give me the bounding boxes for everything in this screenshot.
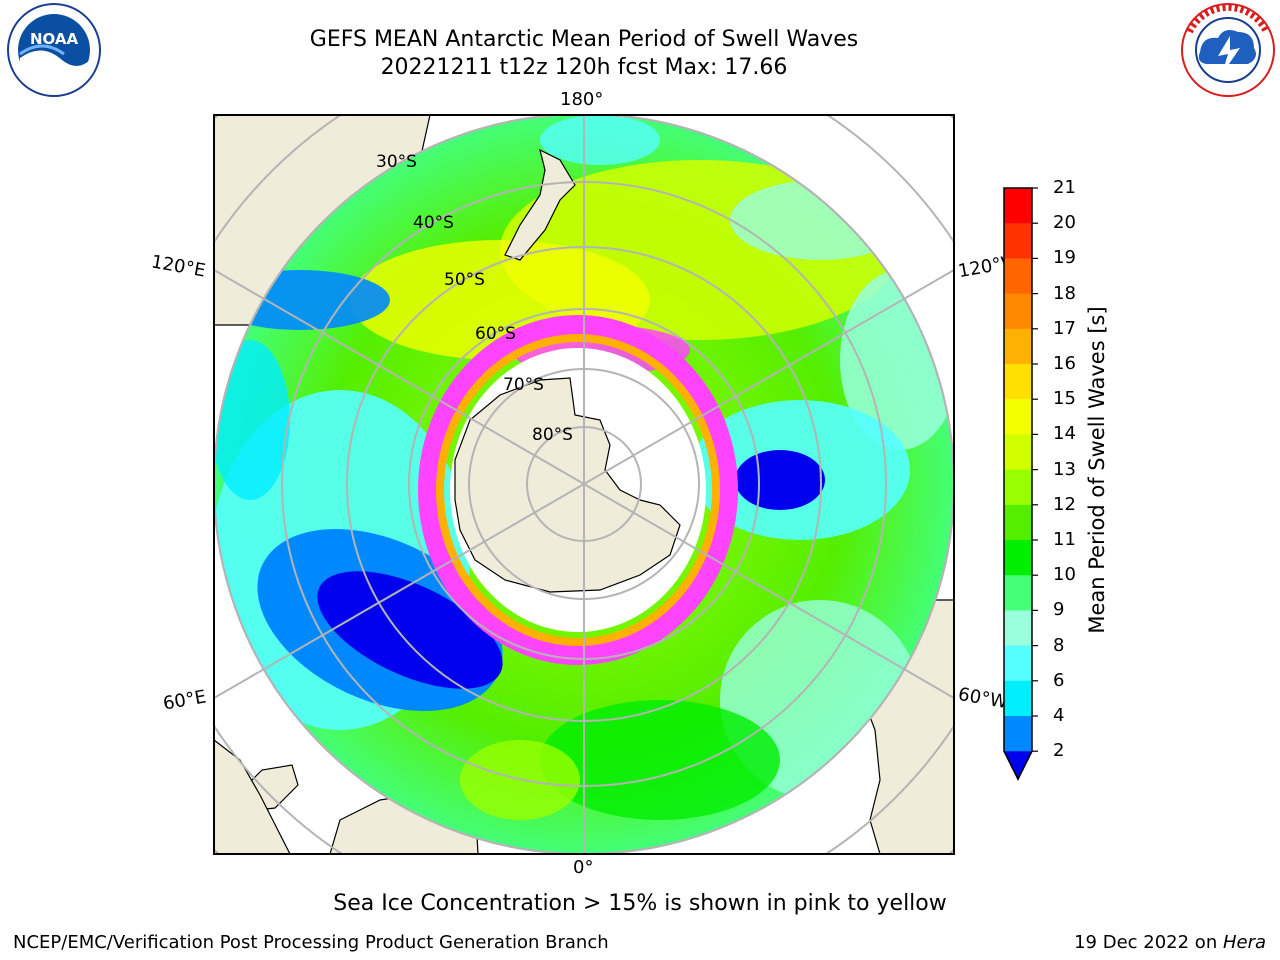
noaa-logo-text: NOAA xyxy=(30,30,79,48)
colorbar-bin xyxy=(1004,434,1032,471)
lat-label-70s: 70°S xyxy=(503,375,544,395)
colorbar-tick-label: 11 xyxy=(1053,529,1076,550)
colorbar-tick-label: 14 xyxy=(1053,423,1076,445)
colorbar-bin xyxy=(1004,575,1032,611)
lon-label-180: 180° xyxy=(560,89,604,110)
colorbar-bin xyxy=(1004,293,1032,330)
date-stamp: 19 Dec 2022 on Hera xyxy=(1074,932,1266,953)
colorbar-tick-label: 16 xyxy=(1053,353,1076,374)
colorbar-bin xyxy=(1004,258,1032,295)
antarctica-land xyxy=(454,377,681,593)
chart-subtitle: 20221211 t12z 120h fcst Max: 17.66 xyxy=(380,55,788,80)
colorbar-tick-label: 12 xyxy=(1053,493,1076,515)
chart-title: GEFS MEAN Antarctic Mean Period of Swell… xyxy=(309,27,859,52)
lat-label-40s: 40°S xyxy=(413,213,454,233)
colorbar-tick-label: 9 xyxy=(1053,599,1065,621)
colorbar xyxy=(1003,187,1038,781)
colorbar-tick-label: 21 xyxy=(1053,177,1076,198)
colorbar-tick-label: 20 xyxy=(1053,212,1076,234)
colorbar-label: Mean Period of Swell Waves [s] xyxy=(1085,306,1109,634)
colorbar-extend-arrow xyxy=(1004,751,1032,780)
colorbar-tick-label: 13 xyxy=(1053,458,1076,480)
lat-label-80s: 80°S xyxy=(532,425,573,445)
machine-name: Hera xyxy=(1222,932,1266,953)
new-zealand-land xyxy=(504,148,576,261)
colorbar-tick-label: 15 xyxy=(1053,388,1076,410)
colorbar-tick-label: 17 xyxy=(1053,317,1076,339)
colorbar-tick-label: 10 xyxy=(1053,564,1076,586)
colorbar-bin xyxy=(1004,716,1032,752)
lat-label-30s: 30°S xyxy=(376,152,417,172)
nws-logo xyxy=(1181,3,1275,97)
date-text: 19 Dec 2022 on xyxy=(1074,932,1223,953)
colorbar-bin xyxy=(1004,188,1032,224)
colorbar-bin xyxy=(1004,540,1032,576)
sea-ice-caption: Sea Ice Concentration > 15% is shown in … xyxy=(333,891,947,916)
noaa-logo: NOAA xyxy=(7,3,101,97)
lat-label-50s: 50°S xyxy=(444,270,485,290)
lat-label-60s: 60°S xyxy=(475,324,516,344)
graticule xyxy=(214,115,954,854)
map-frame xyxy=(213,114,955,855)
colorbar-tick-label: 4 xyxy=(1053,705,1065,726)
colorbar-bin xyxy=(1004,223,1032,259)
colorbar-tick-label: 18 xyxy=(1053,282,1076,304)
colorbar-tick-label: 6 xyxy=(1053,669,1065,691)
colorbar-bin xyxy=(1004,645,1032,682)
colorbar-bin xyxy=(1004,399,1032,435)
colorbar-bin xyxy=(1004,328,1032,365)
colorbar-bin xyxy=(1004,469,1032,506)
colorbar-tick-label: 19 xyxy=(1053,247,1076,269)
credit-text: NCEP/EMC/Verification Post Processing Pr… xyxy=(13,932,609,953)
colorbar-tick-label: 2 xyxy=(1053,740,1065,762)
colorbar-tick-label: 8 xyxy=(1053,634,1065,656)
colorbar-bin xyxy=(1004,504,1032,541)
colorbar-bin xyxy=(1004,680,1032,717)
colorbar-bin xyxy=(1004,610,1032,647)
colorbar-bin xyxy=(1004,364,1032,400)
lon-label-0: 0° xyxy=(573,857,594,878)
